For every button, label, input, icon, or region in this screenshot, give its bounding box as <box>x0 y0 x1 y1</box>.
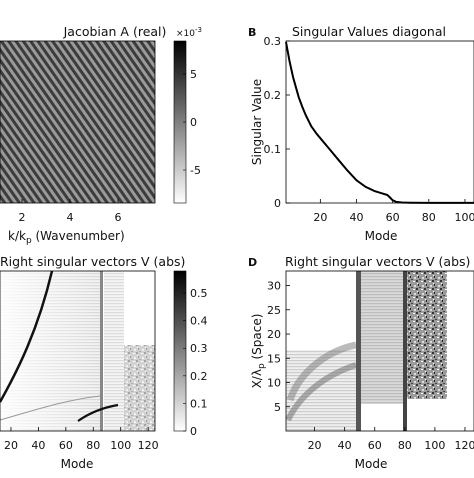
panel-c-xtick-label: 120 <box>138 439 159 452</box>
panel-a-colorbar-tick-label: 0 <box>190 116 197 129</box>
panel-c: Right singular vectors V (abs) 20 40 60 80 1… <box>0 254 208 471</box>
panel-b-xtick-label: 20 <box>313 211 327 224</box>
panel-d-xlabel: Mode <box>355 457 388 471</box>
panel-d-letter: D <box>248 256 257 269</box>
panel-d-xtick-label: 60 <box>368 439 382 452</box>
panel-b-ytick-label: 0 <box>274 197 281 210</box>
panel-b-ytick-label: 0.1 <box>264 143 282 156</box>
panel-c-xtick-label: 60 <box>59 439 73 452</box>
panel-a-xlabel: k/kp (Wavenumber) <box>8 229 125 246</box>
panel-a-xtick-label: 6 <box>115 211 122 224</box>
panel-b: B Singular Values diagonal 20 40 60 80 100 0 0… <box>248 24 474 243</box>
panel-d-ytick-label: 30 <box>267 280 281 293</box>
panel-d-xtick-label: 100 <box>424 439 445 452</box>
panel-c-colorbar-tick-label: 0.1 <box>190 397 208 410</box>
panel-b-xtick-label: 40 <box>350 211 364 224</box>
panel-c-xlabel: Mode <box>61 457 94 471</box>
panel-d-title: Right singular vectors V (abs) <box>285 254 470 269</box>
panel-a-colorbar-tick-label: 5 <box>190 68 197 81</box>
panel-d-ytick-label: 5 <box>274 401 281 414</box>
panel-a-xtick-label: 2 <box>19 211 26 224</box>
panel-b-ylabel: Singular Value <box>250 79 264 165</box>
panel-c-title: Right singular vectors V (abs) <box>0 254 185 269</box>
panel-b-ytick-label: 0.2 <box>264 89 282 102</box>
panel-d-xtick-label: 120 <box>454 439 474 452</box>
panel-a: Jacobian A (real) 2 4 6 k/kp (Wavenumber… <box>0 24 202 246</box>
panel-b-series-line <box>286 42 474 203</box>
panel-c-colorbar-tick-label: 0.4 <box>190 315 208 328</box>
panel-c-xtick-label: 80 <box>86 439 100 452</box>
panel-b-xlabel: Mode <box>365 229 398 243</box>
panel-c-xtick-label: 100 <box>110 439 131 452</box>
panel-d-ylabel: X/λp (Space) <box>250 314 267 389</box>
panel-b-letter: B <box>248 26 256 39</box>
panel-b-xtick-label: 60 <box>386 211 400 224</box>
panel-d-xtick-label: 80 <box>398 439 412 452</box>
panel-d-heatmap <box>286 271 474 431</box>
panel-c-colorbar <box>174 271 186 431</box>
panel-b-xtick-label: 80 <box>422 211 436 224</box>
panel-b-axes-box <box>286 41 474 203</box>
panel-c-heatmap <box>0 271 155 431</box>
panel-d-ytick-label: 20 <box>267 328 281 341</box>
panel-a-heatmap <box>0 41 155 203</box>
panel-b-ticks: 20 40 60 80 100 0 0.1 0.2 0.3 <box>264 35 474 224</box>
panel-c-colorbar-tick-label: 0.5 <box>190 287 208 300</box>
panel-c-colorbar-tick-label: 0.3 <box>190 342 208 355</box>
panel-b-ytick-label: 0.3 <box>264 35 282 48</box>
panel-a-colorbar-multiplier: ×10-3 <box>176 26 202 39</box>
panel-a-xtick-label: 4 <box>67 211 74 224</box>
panel-b-title: Singular Values diagonal <box>292 24 446 39</box>
panel-d: D Right singular vectors V (abs) 20 40 60 8… <box>248 254 474 471</box>
panel-d-xtick-label: 40 <box>338 439 352 452</box>
panel-a-title: Jacobian A (real) <box>63 24 167 39</box>
panel-d-xtick-label: 20 <box>308 439 322 452</box>
panel-d-ytick-label: 25 <box>267 304 281 317</box>
panel-c-colorbar-ticks: 0.5 0.4 0.3 0.2 0.1 0 <box>183 287 208 438</box>
panel-d-ytick-label: 10 <box>267 377 281 390</box>
panel-c-colorbar-tick-label: 0.2 <box>190 370 208 383</box>
panel-d-ytick-label: 15 <box>267 352 281 365</box>
panel-b-xtick-label: 100 <box>454 211 474 224</box>
panel-c-colorbar-tick-label: 0 <box>190 425 197 438</box>
panel-c-xtick-label: 20 <box>4 439 18 452</box>
panel-a-colorbar-tick-label: -5 <box>190 164 201 177</box>
panel-c-xtick-label: 40 <box>31 439 45 452</box>
